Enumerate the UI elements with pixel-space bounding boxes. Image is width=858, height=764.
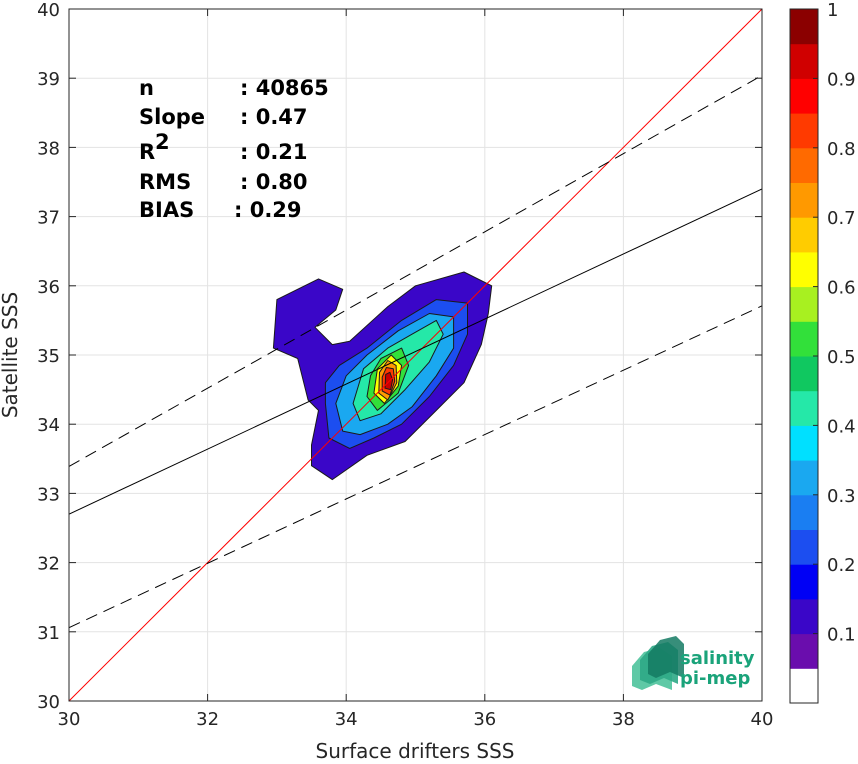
colorbar-swatch (790, 182, 818, 218)
y-tick-label: 30 (37, 692, 60, 713)
colorbar-tick-label: 0.9 (827, 69, 856, 90)
stat-value: : 0.47 (240, 105, 308, 129)
y-tick-label: 31 (37, 623, 60, 644)
logo-wave-icon (632, 636, 684, 690)
colorbar-tick-label: 0.2 (827, 555, 856, 576)
stat-value: : 40865 (240, 76, 329, 100)
colorbar-tick-label: 1 (827, 0, 838, 21)
colorbar-swatch (790, 564, 818, 600)
x-tick-label: 32 (196, 709, 219, 730)
x-tick-label: 34 (335, 709, 358, 730)
logo-line2: pi-mep (680, 668, 750, 689)
identity-line (69, 9, 762, 701)
logo-line1: salinity (680, 648, 755, 669)
regression-line (69, 188, 762, 515)
x-tick-label: 30 (58, 709, 81, 730)
y-tick-label: 38 (37, 138, 60, 159)
colorbar-swatch (790, 9, 818, 45)
stat-label: n (139, 76, 154, 100)
stats-box: n : 40865 Slope : 0.47 R 2 : 0.21 RMS : 0.80 BIAS… (139, 76, 329, 222)
colorbar-swatch (790, 633, 818, 669)
colorbar-tick-label: 0.7 (827, 208, 856, 229)
colorbar-swatch (790, 251, 818, 288)
y-tick-label: 33 (37, 484, 60, 505)
lower_bound-line (69, 305, 762, 629)
colorbar-tick-label: 0.5 (827, 347, 856, 368)
colorbar-swatch (790, 390, 818, 426)
stat-label: RMS (139, 170, 191, 194)
stat-value: : 0.21 (240, 140, 308, 164)
x-axis-label: Surface drifters SSS (316, 739, 515, 763)
y-tick-label: 40 (37, 0, 60, 21)
stat-value: : 0.80 (240, 170, 308, 194)
x-tick-label: 40 (751, 709, 774, 730)
colorbar-tick-label: 0.6 (827, 278, 856, 299)
colorbar-swatch (790, 668, 818, 704)
reference-lines (69, 9, 762, 701)
stat-label: BIAS (139, 198, 194, 222)
y-tick-label: 32 (37, 554, 60, 575)
colorbar-swatch (790, 356, 818, 392)
colorbar-swatch (790, 321, 818, 357)
colorbar-swatch (790, 494, 818, 530)
colorbar-swatch (790, 425, 818, 461)
colorbar-swatch (790, 113, 818, 149)
y-tick-label: 35 (37, 346, 60, 367)
stat-label: Slope (139, 105, 205, 129)
colorbar-tick-label: 0.4 (827, 416, 856, 437)
colorbar-swatch (790, 598, 818, 635)
colorbar-swatch (790, 147, 818, 183)
y-axis-label: Satellite SSS (0, 292, 22, 418)
stat-label: R (139, 140, 155, 164)
colorbar-swatch (790, 217, 818, 253)
colorbar-swatch (790, 286, 818, 322)
x-tick-label: 38 (612, 709, 635, 730)
y-tick-label: 34 (37, 415, 60, 436)
stat-label-superscript: 2 (155, 130, 170, 154)
stat-value: : 0.29 (234, 198, 302, 222)
density-contours (272, 271, 493, 481)
colorbar-swatch (790, 460, 818, 496)
colorbar-swatch (790, 529, 818, 565)
density-contour-0.95 (384, 371, 394, 391)
y-tick-label: 36 (37, 277, 60, 298)
colorbar-swatch (790, 43, 818, 79)
pimep-logo: salinity pi-mep (632, 636, 755, 690)
colorbar-tick-label: 0.8 (827, 139, 856, 160)
axis-ticks: 30 32 34 36 38 40 30 31 32 33 34 35 36 37 38 39 40 (37, 0, 773, 730)
colorbar-tick-label: 0.3 (827, 486, 856, 507)
colorbar-swatch (790, 78, 818, 114)
colorbar-tick-label: 0.1 (827, 625, 856, 646)
y-tick-label: 37 (37, 208, 60, 229)
x-tick-label: 36 (473, 709, 496, 730)
colorbar: 0.1 0.2 0.3 0.4 0.5 0.6 0.7 0.8 0.9 1 (789, 0, 856, 704)
y-tick-label: 39 (37, 69, 60, 90)
